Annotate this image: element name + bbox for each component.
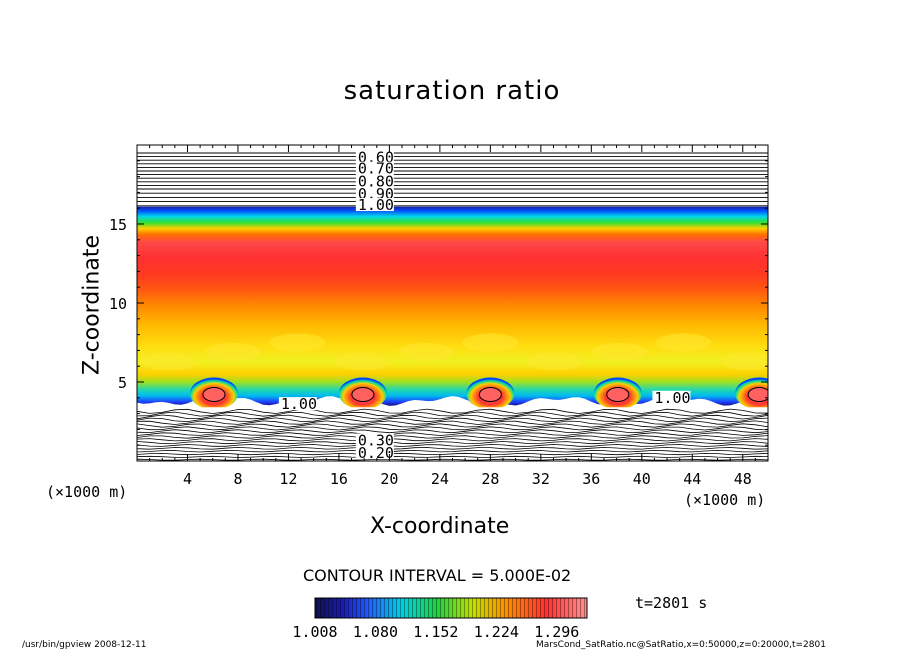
field-feature (333, 352, 390, 371)
x-tick-label: 40 (633, 470, 651, 488)
colorbar-tick-label: 1.224 (474, 623, 519, 641)
contour-label-6: 1.00 (281, 395, 317, 413)
y-tick-label: 5 (118, 374, 127, 392)
contour-label-bg (355, 198, 394, 212)
y-tick-label: 15 (109, 216, 127, 234)
contour-line-lower (137, 429, 768, 434)
contour-line-lower (137, 458, 768, 461)
time-label: t=2801 s (635, 594, 708, 612)
colorbar: 1.008 1.080 1.152 1.224 1.296 (292, 597, 588, 641)
contour-line-lower (137, 446, 768, 450)
contour-line-lower (137, 444, 768, 447)
contour-line-lower (137, 417, 768, 423)
x-tick-label: 28 (481, 470, 499, 488)
warm-core-contour-1 (202, 386, 226, 402)
footer-right: MarsCond_SatRatio.nc@SatRatio,x=0:50000,… (536, 640, 826, 650)
contour-label-7: 1.00 (654, 389, 690, 407)
x-tick-label: 24 (431, 470, 449, 488)
warm-core-contour-2 (351, 386, 375, 402)
contour-label-3: 0.80 (358, 172, 394, 190)
contour-interval-label: CONTOUR INTERVAL = 5.000E-02 (303, 566, 572, 585)
field-feature (462, 333, 519, 352)
contour-label-bg (355, 433, 394, 447)
saturation-field (137, 206, 768, 406)
colorbar-frame (314, 597, 588, 619)
contour-line-lower (137, 438, 768, 442)
contour-label-bg (355, 150, 394, 164)
contour-label-bg (355, 174, 394, 188)
x-axis-label: X-coordinate (370, 514, 510, 539)
contour-line-lower (137, 435, 768, 439)
contour-line-lower (137, 452, 768, 456)
contour-label-5: 1.00 (358, 196, 394, 214)
x-tick-label: 36 (582, 470, 600, 488)
contour-line-lower (137, 426, 768, 431)
x-tick-label: 4 (183, 470, 192, 488)
contour-line-lower (137, 420, 768, 425)
field-feature (591, 342, 648, 361)
contour-line-lower (137, 411, 768, 417)
x-tick-label: 32 (532, 470, 550, 488)
contour-label-bg (355, 186, 394, 200)
contour-label-9: 0.20 (358, 444, 394, 462)
contour-line-lower (137, 441, 768, 445)
contour-line-lower (137, 432, 768, 436)
field-feature (204, 342, 261, 361)
contour-label-bg (652, 390, 691, 404)
contour-line-lower (137, 449, 768, 453)
warm-core-contour-3 (478, 386, 502, 402)
chart-title: saturation ratio (343, 76, 561, 106)
field-feature (719, 352, 768, 371)
x-tick-label: 12 (279, 470, 297, 488)
y-tick-label: 10 (109, 295, 127, 313)
contour-line-lower (137, 455, 768, 458)
contour-line-lower (137, 462, 768, 463)
contour-line-lower (137, 408, 768, 414)
x-tick-label: 20 (380, 470, 398, 488)
field-feature (140, 352, 197, 371)
x-tick-label: 44 (683, 470, 701, 488)
colorbar-stripes (315, 598, 587, 618)
contour-line-lower (137, 423, 768, 428)
colorbar-tick-label: 1.080 (353, 623, 398, 641)
x-tick-label: 48 (734, 470, 752, 488)
colorbar-tick-label: 1.152 (413, 623, 458, 641)
y-axis-label: Z-coordinate (79, 235, 105, 375)
warm-core-contour-5 (747, 386, 768, 402)
contour-label-8: 0.30 (358, 431, 394, 449)
contour-label-bg (355, 161, 394, 175)
contour-label-bg (278, 397, 317, 411)
field-feature (397, 342, 454, 361)
contour-line-lower (137, 414, 768, 420)
colorbar-tick-label: 1.296 (534, 623, 579, 641)
contour-label-2: 0.70 (358, 160, 394, 178)
x-unit-label-left: (×1000 m) (46, 483, 128, 501)
x-tick-label: 8 (233, 470, 242, 488)
warm-core-contour-4 (606, 386, 630, 402)
x-tick-label: 16 (330, 470, 348, 488)
contour-line-lower (137, 465, 768, 466)
footer-left: /usr/bin/gpview 2008-12-11 (22, 640, 147, 650)
colorbar-tick-label: 1.008 (292, 623, 337, 641)
field-feature (655, 333, 712, 352)
field-feature (269, 333, 326, 352)
contour-label-bg (355, 446, 394, 460)
field-feature (526, 352, 583, 371)
x-unit-label-right: (×1000 m) (684, 491, 766, 509)
